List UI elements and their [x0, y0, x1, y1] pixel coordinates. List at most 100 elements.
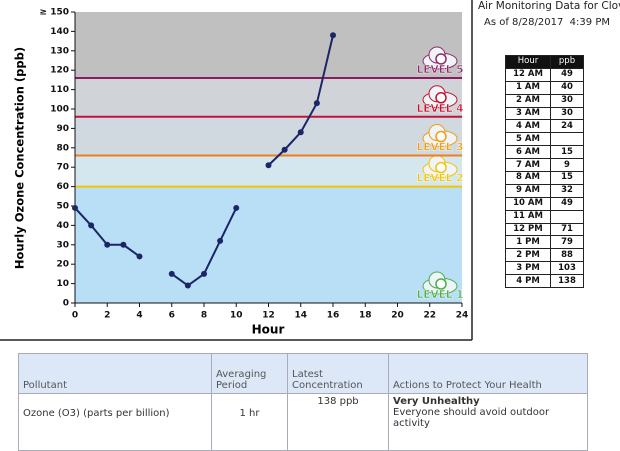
y-tick-label: 40 [56, 221, 69, 231]
health-advice: Everyone should avoid outdoor activity [393, 407, 550, 429]
column-header: Hour [505, 55, 551, 69]
x-tick-label: 18 [359, 311, 372, 321]
header-row: Pollutant Averaging Period Latest Concentr… [18, 353, 588, 394]
y-axis-label: Hourly Ozone Concentration (ppb) [13, 47, 27, 269]
table-cell: 4 PM [505, 274, 551, 289]
x-tick-label: 6 [169, 311, 175, 321]
table-cell: 24 [550, 119, 584, 134]
level-icon: LEVEL 3 [416, 124, 464, 154]
column-header: Latest Concentration [287, 353, 389, 394]
x-tick-label: 24 [456, 311, 469, 321]
level-label: LEVEL 4 [417, 103, 464, 115]
y-tick-label: 0 [63, 299, 69, 309]
x-tick-label: 10 [230, 311, 243, 321]
level-icon: LEVEL 1 [416, 271, 464, 301]
table-row: 5 AM [505, 132, 584, 147]
level-label: LEVEL 5 [417, 64, 464, 76]
level-label: LEVEL 3 [417, 142, 464, 154]
level-icon: LEVEL 4 [416, 85, 464, 115]
clock [435, 130, 447, 143]
data-point [217, 237, 224, 244]
y-tick-label: 50 [56, 202, 69, 212]
y-tick-label: 10 [56, 279, 69, 289]
data-point [168, 270, 175, 277]
level-icon: LEVEL 5 [416, 46, 464, 76]
table-cell: 5 AM [505, 132, 551, 147]
table-cell [550, 209, 584, 224]
y-tick-label: 140 [50, 27, 69, 37]
table-row: 1 AM 40 [505, 80, 584, 95]
x-tick-label: 8 [201, 311, 207, 321]
table-cell: 1 PM [505, 235, 551, 250]
table-cell: 8 AM [505, 171, 551, 185]
table-row: 7 AM 9 [505, 158, 584, 173]
data-point [88, 222, 95, 229]
aqi-band [75, 155, 462, 187]
table-cell: 11 AM [505, 209, 551, 224]
data-point [104, 241, 111, 248]
table-row: 4 PM 138 [505, 274, 584, 289]
table-cell: 10 AM [505, 196, 551, 211]
y-tick-label: 80 [56, 143, 69, 153]
table-cell: 49 [550, 67, 584, 82]
column-header: Averaging Period [211, 353, 288, 394]
aqi-band [75, 186, 462, 303]
table-cell: 15 [550, 171, 584, 185]
table-cell: 2 AM [505, 93, 551, 108]
y-tick-label: 70 [56, 163, 69, 173]
x-tick-label: 14 [294, 311, 307, 321]
data-point [201, 270, 207, 277]
data-point [120, 241, 127, 248]
x-tick-label: 20 [391, 311, 404, 321]
level-label: LEVEL 1 [417, 289, 464, 301]
table-cell: 30 [550, 93, 584, 108]
table-cell: 40 [550, 80, 584, 95]
level-icon: LEVEL 2 [416, 155, 464, 185]
hourly-table: Hour ppb 12 AM 49 1 AM 40 2 AM 30 3 AM 30 4 AM 24 5 … [505, 55, 584, 289]
table-row: 2 AM 30 [505, 93, 584, 108]
x-tick-label: 2 [104, 311, 110, 321]
y-tick-label: ≥ 150 [40, 8, 69, 18]
pollutant-table: Pollutant Averaging Period Latest Concentr… [18, 353, 588, 451]
clock [435, 278, 447, 290]
table-row: 1 PM 79 [505, 235, 584, 250]
health-category: Very Unhealthy [393, 396, 480, 407]
table-row: 2 PM 88 [505, 248, 584, 263]
table-cell [550, 132, 584, 147]
y-tick-label: 60 [56, 182, 69, 192]
table-cell: 1 hr [211, 393, 288, 451]
data-point [233, 204, 240, 211]
data-point [136, 253, 143, 260]
y-tick-label: 100 [50, 105, 69, 115]
table-cell: Very Unhealthy Everyone should avoid outd… [388, 393, 588, 451]
table-row: 4 AM 24 [505, 119, 584, 134]
table-row: 3 PM 103 [505, 261, 584, 276]
aqi-band [75, 77, 462, 117]
table-cell: 3 AM [505, 106, 551, 121]
table-cell: 6 AM [505, 145, 551, 160]
table-row: 9 AM 32 [505, 183, 584, 198]
table-cell: 3 PM [505, 261, 551, 276]
y-tick-label: 30 [56, 240, 69, 250]
table-row: 10 AM 49 [505, 196, 584, 211]
table-cell: 1 AM [505, 80, 551, 95]
table-cell: 4 AM [505, 119, 551, 134]
clock [435, 53, 447, 65]
clock [435, 92, 447, 104]
table-cell: Ozone (O3) (parts per billion) [18, 393, 212, 451]
table-cell: 9 AM [505, 183, 551, 198]
table-cell: 138 ppb [287, 393, 389, 451]
y-tick-label: 90 [56, 124, 69, 134]
table-cell: 7 AM [505, 158, 551, 173]
x-tick-label: 12 [262, 311, 275, 321]
table-cell: 12 PM [505, 222, 551, 237]
data-point [313, 100, 320, 107]
table-cell: 88 [550, 248, 584, 263]
y-tick-label: 20 [56, 260, 69, 270]
table-cell: 9 [550, 158, 584, 173]
data-point [184, 282, 191, 289]
table-row: 12 AM 49 [505, 67, 584, 82]
table-cell: 30 [550, 106, 584, 121]
aqi-band [75, 12, 462, 78]
